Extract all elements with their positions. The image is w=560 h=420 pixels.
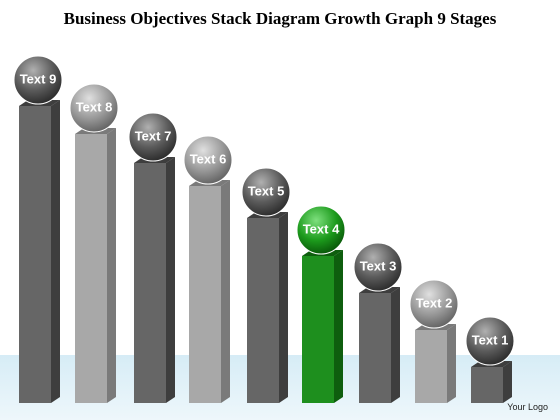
logo: Your Logo — [507, 402, 548, 412]
bar-front — [471, 367, 503, 403]
sphere — [13, 55, 63, 105]
bar-front — [189, 186, 221, 403]
node-label: Text 3 — [360, 258, 397, 273]
node-label: Text 9 — [20, 71, 57, 86]
sphere — [241, 167, 291, 217]
bar-side — [447, 324, 456, 403]
title: Business Objectives Stack Diagram Growth… — [64, 9, 497, 28]
bar-side — [391, 287, 400, 403]
sphere — [465, 316, 515, 366]
bar-side — [221, 180, 230, 403]
bar-side — [107, 128, 116, 403]
sphere — [296, 205, 346, 255]
bars: Text 9 Text 8 Text 7 Text 6 Text 5 Text 4 Text… — [13, 55, 515, 403]
node-label: Text 7 — [135, 128, 172, 143]
bar-front — [359, 293, 391, 403]
bar-side — [503, 361, 512, 403]
node-label: Text 5 — [248, 183, 285, 198]
sphere — [128, 112, 178, 162]
sphere — [353, 242, 403, 292]
bar-side — [166, 157, 175, 403]
sphere — [409, 279, 459, 329]
node-label: Text 2 — [416, 295, 453, 310]
node-label: Text 6 — [190, 151, 227, 166]
bar-side — [279, 212, 288, 403]
bar-side — [51, 100, 60, 403]
sphere — [69, 83, 119, 133]
node-label: Text 4 — [303, 221, 340, 236]
bar-front — [134, 163, 166, 403]
bar-front — [415, 330, 447, 403]
bar-front — [19, 106, 51, 403]
bar-side — [334, 250, 343, 403]
bar-front — [75, 134, 107, 403]
node-label: Text 1 — [472, 332, 509, 347]
bar-front — [302, 256, 334, 403]
bar-front — [247, 218, 279, 403]
sphere — [183, 135, 233, 185]
node-label: Text 8 — [76, 99, 113, 114]
